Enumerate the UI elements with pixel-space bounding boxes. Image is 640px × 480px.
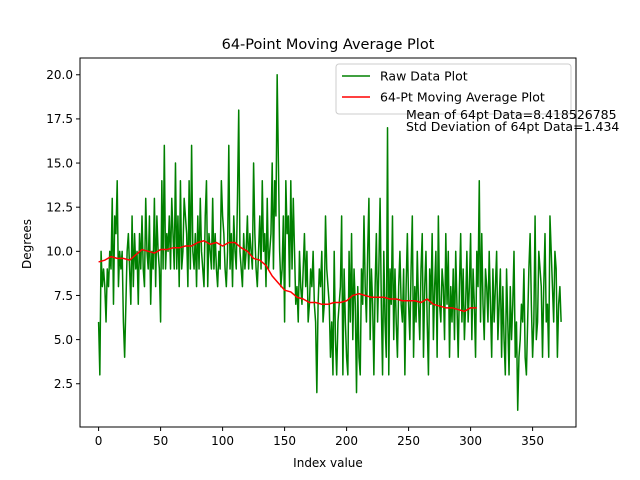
axes-frame [79, 57, 577, 428]
x-tick-label: 350 [521, 434, 544, 448]
y-tick-label: 7.5 [54, 289, 73, 303]
legend-frame [335, 63, 572, 115]
y-tick-label: 5.0 [54, 333, 73, 347]
y-tick-label: 20.0 [46, 68, 73, 82]
x-axis-label: Index value [293, 456, 363, 470]
plot-area [79, 57, 577, 428]
moving-average-series [98, 239, 477, 313]
y-tick-label: 17.5 [46, 112, 73, 126]
y-tick-label: 15.0 [46, 156, 73, 170]
y-axis-label: Degrees [20, 219, 34, 269]
mean-annotation: Mean of 64pt Data=8.418526785 [406, 107, 617, 122]
x-axis-ticks: 0 50 100 150 200 250 300 350 [95, 427, 544, 448]
legend: Raw Data Plot 64-Pt Moving Average Plot [335, 63, 572, 115]
y-axis-ticks: 2.5 5.0 7.5 10.0 12.5 15.0 17.5 20.0 [46, 68, 80, 391]
series-layer [97, 74, 562, 411]
y-tick-label: 2.5 [54, 377, 73, 391]
moving-average-line [98, 239, 477, 313]
y-tick-label: 10.0 [46, 245, 73, 259]
raw-data-series [97, 74, 562, 411]
legend-raw-label: Raw Data Plot [380, 69, 468, 84]
x-tick-label: 100 [211, 434, 234, 448]
x-tick-label: 150 [273, 434, 296, 448]
x-tick-label: 300 [459, 434, 482, 448]
legend-ma-label: 64-Pt Moving Average Plot [380, 90, 545, 105]
std-annotation: Std Deviation of 64pt Data=1.434 [406, 119, 619, 134]
x-tick-label: 200 [335, 434, 358, 448]
raw-data-line [97, 74, 562, 411]
x-tick-label: 250 [397, 434, 420, 448]
y-tick-label: 12.5 [46, 200, 73, 214]
x-tick-label: 50 [153, 434, 168, 448]
x-tick-label: 0 [95, 434, 103, 448]
chart-title: 64-Point Moving Average Plot [222, 37, 435, 53]
